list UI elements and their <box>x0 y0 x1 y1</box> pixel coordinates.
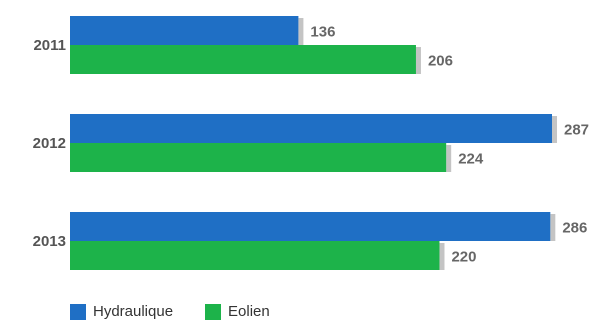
bar-shadow-eolien-2011 <box>415 47 421 74</box>
value-label-hydraulique-2013: 286 <box>562 220 587 237</box>
bar-shadow-hydraulique-2011 <box>298 18 304 45</box>
value-label-eolien-2013: 220 <box>451 249 476 266</box>
bar-chart: 2011 136 206 2012 287 224 2013 286 220 <box>33 16 589 270</box>
value-label-hydraulique-2011: 136 <box>310 24 335 41</box>
bar-hydraulique-2012 <box>70 114 552 143</box>
bar-eolien-2013 <box>70 241 440 270</box>
bar-hydraulique-2011 <box>70 16 299 45</box>
legend-swatch-eolien <box>205 303 222 320</box>
bar-eolien-2012 <box>70 143 447 172</box>
legend: Hydraulique Eolien <box>70 303 302 320</box>
legend-label-hydraulique: Hydraulique <box>93 303 174 320</box>
value-label-eolien-2012: 224 <box>458 151 484 168</box>
category-label-2013: 2013 <box>33 233 66 250</box>
legend-item-eolien: Eolien <box>205 303 270 320</box>
legend-label-eolien: Eolien <box>228 303 270 320</box>
legend-swatch-hydraulique <box>70 303 86 320</box>
legend-item-hydraulique: Hydraulique <box>70 303 173 320</box>
value-label-eolien-2011: 206 <box>428 53 453 70</box>
bar-shadow-hydraulique-2013 <box>550 214 556 241</box>
category-label-2011: 2011 <box>33 37 66 54</box>
value-label-hydraulique-2012: 287 <box>564 122 589 139</box>
category-label-2012: 2012 <box>33 135 66 152</box>
bar-shadow-eolien-2013 <box>439 243 445 270</box>
bar-hydraulique-2013 <box>70 212 551 241</box>
bar-eolien-2011 <box>70 45 416 74</box>
bar-shadow-eolien-2012 <box>446 145 452 172</box>
bar-shadow-hydraulique-2012 <box>552 116 557 143</box>
